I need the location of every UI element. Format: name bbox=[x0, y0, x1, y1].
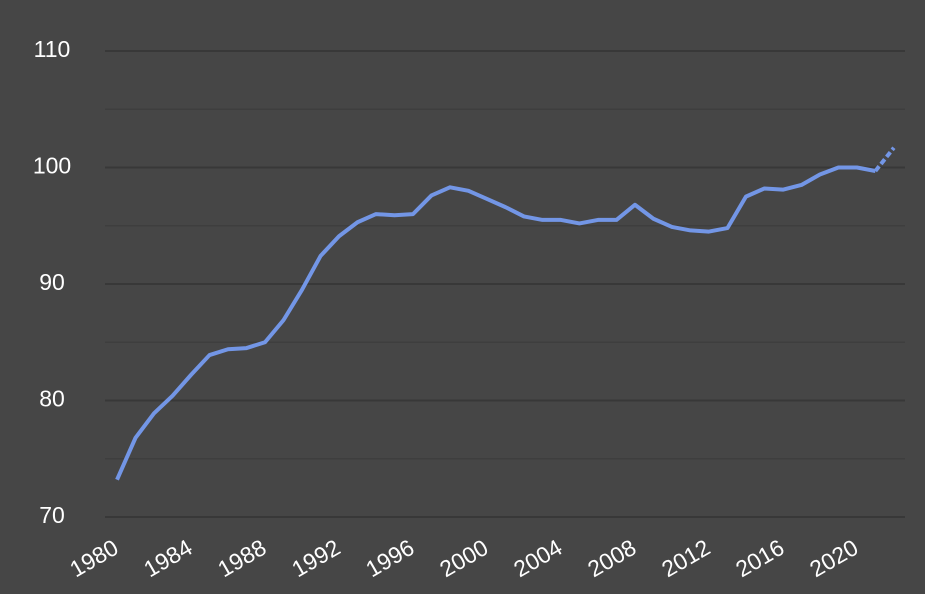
y-tick-label: 110 bbox=[34, 36, 71, 62]
x-tick-label: 1980 bbox=[65, 534, 122, 582]
y-tick-label: 80 bbox=[39, 386, 65, 412]
y-tick-label: 90 bbox=[39, 269, 65, 295]
x-tick-label: 1992 bbox=[287, 534, 344, 582]
x-tick-label: 1988 bbox=[213, 534, 270, 582]
y-tick-label: 100 bbox=[33, 153, 71, 179]
x-tick-label: 2008 bbox=[583, 534, 640, 582]
x-tick-label: 2004 bbox=[509, 534, 566, 582]
x-tick-label: 1996 bbox=[361, 534, 418, 582]
dashed-line-segment bbox=[873, 146, 896, 173]
x-tick-label: 2012 bbox=[657, 534, 714, 582]
x-tick-label: 2000 bbox=[435, 534, 492, 582]
x-tick-label: 2020 bbox=[805, 534, 862, 582]
x-tick-label: 1984 bbox=[139, 534, 196, 582]
y-tick-label: 70 bbox=[39, 502, 65, 528]
x-tick-label: 2016 bbox=[731, 534, 788, 582]
data-line bbox=[115, 165, 876, 481]
